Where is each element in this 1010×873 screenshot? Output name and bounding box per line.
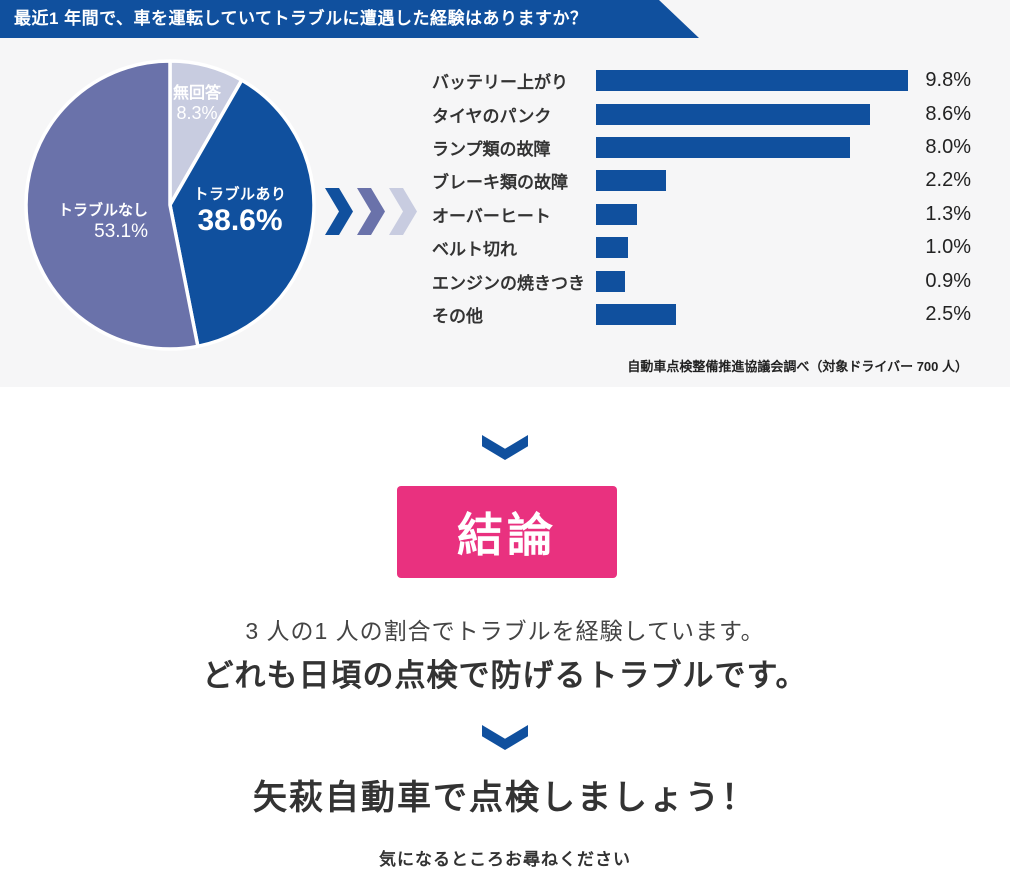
bar-track	[596, 103, 911, 125]
bar-value-label: 2.5%	[925, 302, 971, 325]
bar-fill	[596, 270, 625, 292]
bar-row: タイヤのパンク 8.6%	[432, 97, 971, 130]
pie-label-trouble-yes: トラブルあり 38.6%	[179, 186, 301, 239]
source-note: 自動車点検整備推進協議会調べ（対象ドライバー 700 人）	[627, 359, 968, 374]
cta-heading: 矢萩自動車で点検しましょう！	[253, 779, 757, 817]
bar-row: バッテリー上がり 9.8%	[432, 64, 971, 97]
bar-row: その他 2.5%	[432, 298, 971, 331]
bar-row: ブレーキ類の故障 2.2%	[432, 164, 971, 197]
question-header: 最近1 年間で、車を運転していてトラブルに遭遇した経験はありますか？	[0, 0, 699, 38]
bar-fill	[596, 303, 676, 325]
bar-category-label: バッテリー上がり	[432, 73, 568, 93]
question-header-title: 最近1 年間で、車を運転していてトラブルに遭遇した経験はありますか？	[14, 9, 588, 28]
bar-value-label: 0.9%	[925, 269, 971, 292]
bar-category-label: ブレーキ類の故障	[432, 173, 568, 193]
bar-fill	[596, 136, 851, 158]
pie-slice-label: 無回答	[172, 85, 221, 102]
bar-value-label: 9.8%	[925, 69, 971, 92]
conclusion-line1: 3 人の1 人の割合でトラブルを経験しています。	[245, 618, 765, 644]
pie-slice-value: 38.6%	[197, 204, 283, 238]
bar-fill	[596, 203, 638, 225]
bar-chart: バッテリー上がり 9.8% タイヤのパンク 8.6% ランプ類の故障 8.0% ブレーキ類の…	[432, 64, 971, 331]
bar-track	[596, 237, 911, 259]
survey-section: 最近1 年間で、車を運転していてトラブルに遭遇した経験はありますか？ 無回答 8…	[0, 0, 1010, 387]
bar-category-label: オーバーヒート	[432, 206, 551, 226]
pie-slice-trouble-yes	[168, 78, 316, 349]
bar-category-label: その他	[432, 306, 483, 326]
bar-value-label: 1.3%	[925, 202, 971, 225]
bar-row: ランプ類の故障 8.0%	[432, 131, 971, 164]
pie-chart-svg	[24, 59, 316, 351]
bar-fill	[596, 237, 628, 259]
pie-slice-value: 53.1%	[94, 221, 148, 243]
bar-track	[596, 170, 911, 192]
conclusion-line2: どれも日頃の点検で防げるトラブルです。	[202, 658, 808, 693]
pie-label-no-answer: 無回答 8.3%	[147, 85, 247, 124]
bar-row: オーバーヒート 1.3%	[432, 198, 971, 231]
bar-row: エンジンの焼きつき 0.9%	[432, 264, 971, 297]
chevron-right-icon	[357, 188, 385, 235]
chevron-right-icon	[325, 188, 353, 235]
cta-subtext: 気になるところお尋ねください	[379, 850, 631, 869]
bar-value-label: 8.6%	[925, 102, 971, 125]
transition-chevrons	[325, 188, 417, 235]
bar-track	[596, 70, 911, 92]
chevron-right-icon	[389, 188, 417, 235]
pie-slice-trouble-no	[24, 59, 200, 351]
bar-value-label: 1.0%	[925, 236, 971, 259]
bar-track	[596, 203, 911, 225]
chevron-down-icon	[482, 435, 528, 460]
bar-category-label: ランプ類の故障	[432, 139, 551, 159]
bar-row: ベルト切れ 1.0%	[432, 231, 971, 264]
conclusion-badge-label: 結論	[457, 509, 557, 561]
pie-label-trouble-no: トラブルなし 53.1%	[54, 202, 152, 243]
bar-fill	[596, 103, 870, 125]
bar-fill	[596, 70, 908, 92]
bar-track	[596, 270, 911, 292]
bar-category-label: ベルト切れ	[432, 240, 517, 260]
conclusion-badge: 結論	[397, 486, 617, 578]
bar-fill	[596, 170, 666, 192]
chevron-down-icon	[482, 725, 528, 750]
pie-slice-value: 8.3%	[176, 103, 218, 124]
pie-slice-label: トラブルなし	[57, 202, 148, 219]
pie-chart: 無回答 8.3% トラブルあり 38.6% トラブルなし 53.1%	[22, 57, 318, 353]
bar-value-label: 8.0%	[925, 135, 971, 158]
bar-value-label: 2.2%	[925, 169, 971, 192]
bar-category-label: タイヤのパンク	[432, 106, 552, 126]
bar-category-label: エンジンの焼きつき	[432, 273, 585, 293]
bar-track	[596, 303, 911, 325]
pie-slice-label: トラブルあり	[193, 186, 287, 203]
bar-track	[596, 136, 911, 158]
